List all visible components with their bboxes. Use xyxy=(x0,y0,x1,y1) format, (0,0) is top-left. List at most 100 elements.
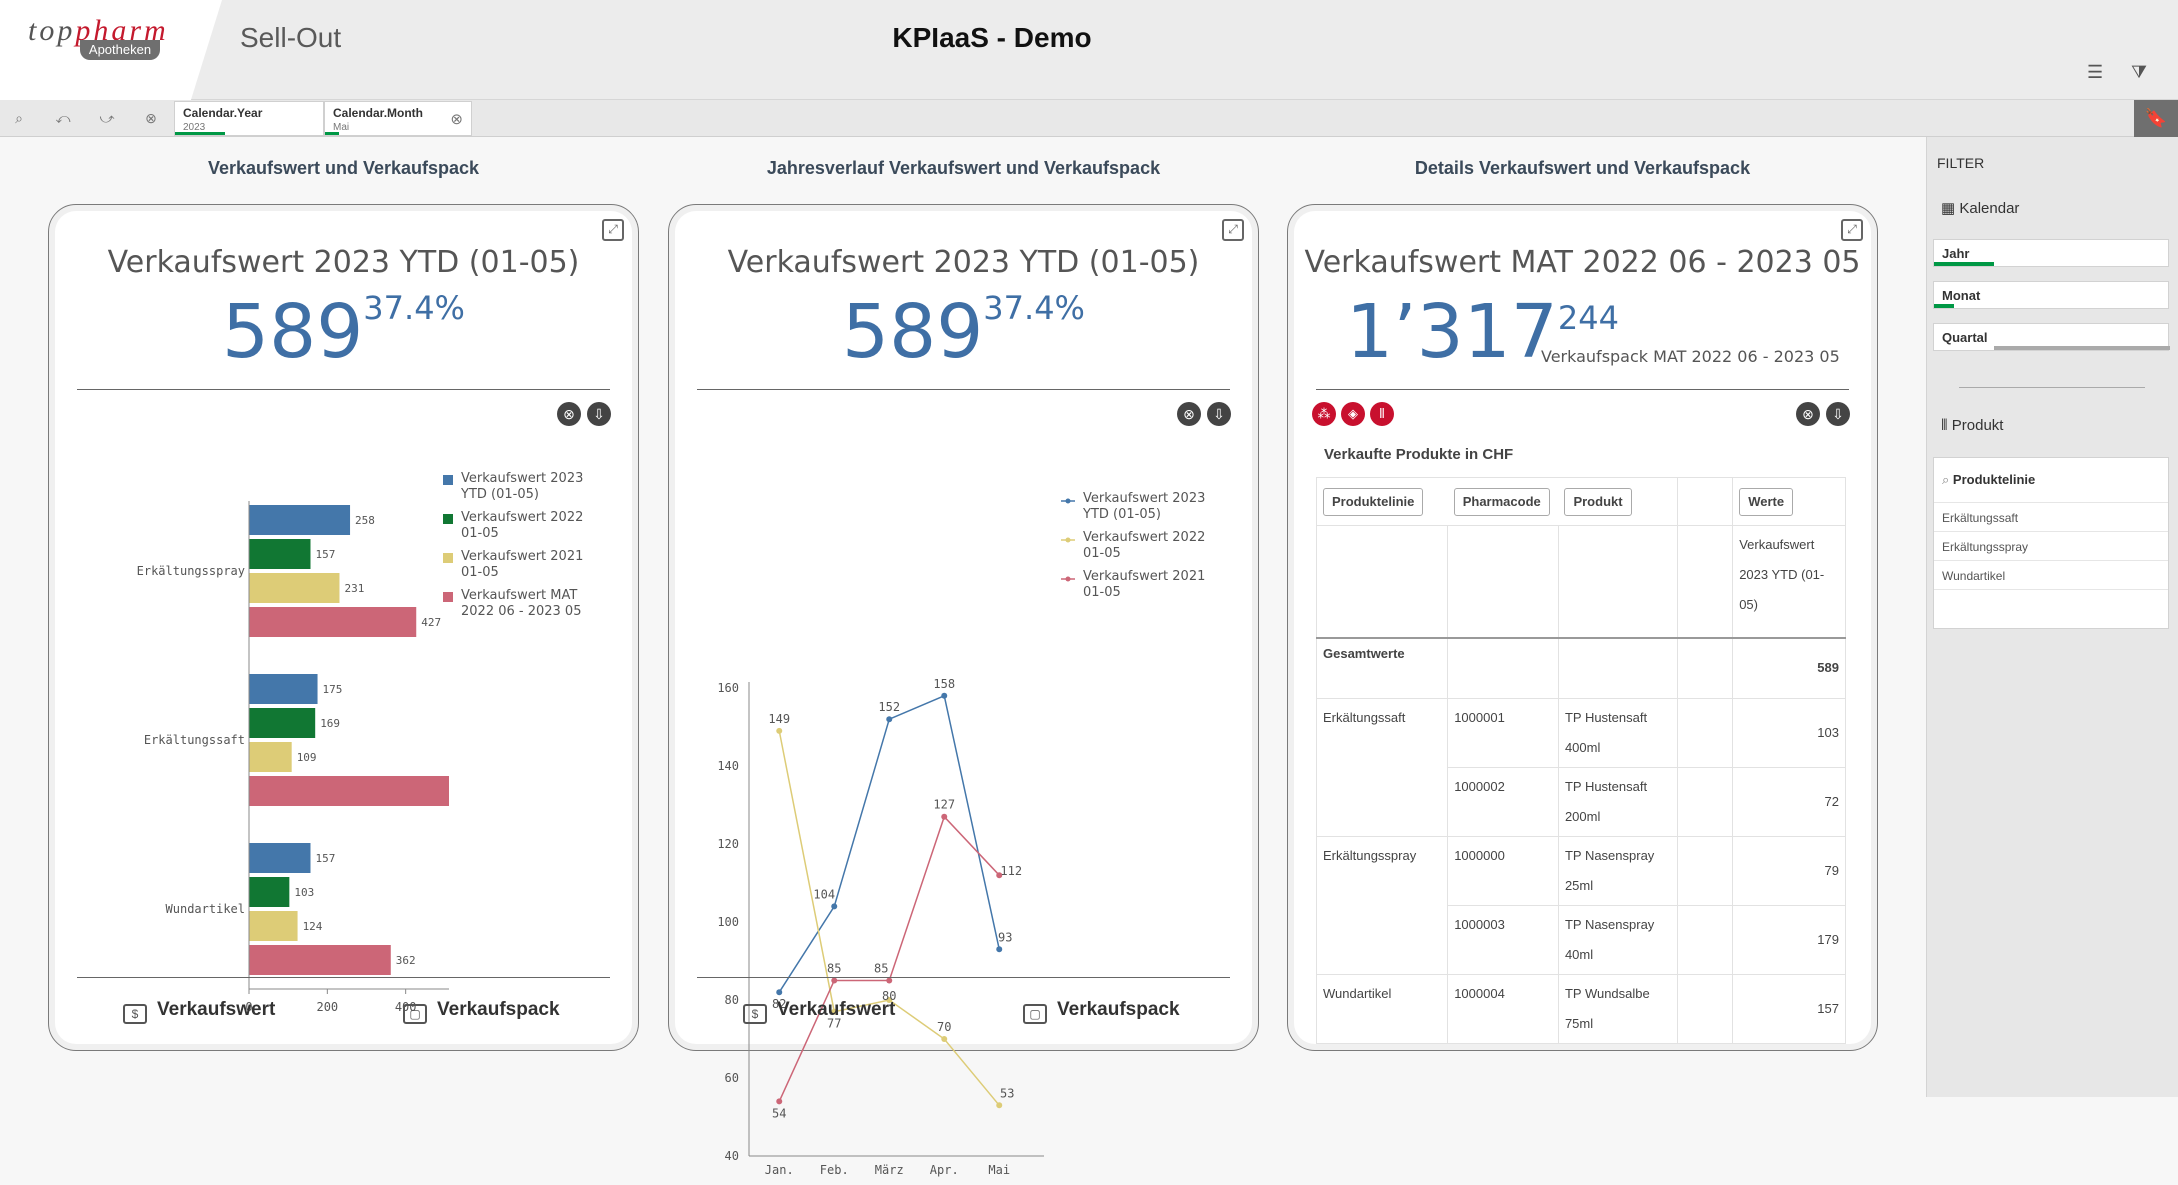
tab-verkaufswert[interactable]: $ Verkaufswert xyxy=(123,999,275,1024)
divider xyxy=(697,389,1230,390)
menu-icon[interactable]: ☰ xyxy=(2087,62,2104,82)
divider xyxy=(1316,389,1849,390)
hierarchy-icon[interactable]: ⁂ xyxy=(1312,402,1336,426)
listbox-produktelinie[interactable]: ⌕ Produktelinie Erkältungssaft Erkältung… xyxy=(1933,457,2169,629)
expand-icon[interactable]: ⤢ xyxy=(602,219,624,241)
export-icon[interactable]: ⇩ xyxy=(1207,402,1231,426)
filter-sidebar: FILTER ▦ Kalendar Jahr Monat Quartal ⦀ P… xyxy=(1926,137,2178,1097)
data-point xyxy=(996,872,1003,879)
bar-data-label: 157 xyxy=(315,548,335,561)
bar xyxy=(249,674,318,704)
table-row[interactable]: Erkältungsspray 1000000 TP Nasenspray 25… xyxy=(1315,836,1846,975)
data-point xyxy=(831,903,838,910)
bar xyxy=(249,708,316,738)
data-point xyxy=(831,1008,838,1015)
app-title: Sell-Out xyxy=(240,22,342,53)
step-back-icon[interactable]: ⤺ xyxy=(55,110,71,126)
data-point xyxy=(941,692,948,699)
line-chart[interactable]: 40 60 80 100 120 140 160 Jan. Feb. März Apr. Mai 82 1… xyxy=(689,445,1069,1185)
card-details: ⤢ Verkaufswert MAT 2022 06 - 2023 05 1’3… xyxy=(1287,204,1878,1051)
legend-label: Verkaufswert MAT 2022 06 - 2023 05 xyxy=(461,588,582,619)
search-icon[interactable]: ⌕ xyxy=(1942,472,1950,487)
bookmark-icon[interactable]: 🔖 xyxy=(2134,100,2178,137)
filter-icon[interactable]: ⧩ xyxy=(2131,62,2148,82)
kpi-value-row: 58937.4% xyxy=(49,289,638,375)
bar xyxy=(249,505,351,535)
legend-item[interactable]: Verkaufswert 2022 01-05 xyxy=(443,510,603,542)
legend-item[interactable]: Verkaufswert MAT 2022 06 - 2023 05 xyxy=(443,588,603,620)
data-point xyxy=(996,1102,1003,1109)
tab-verkaufspack[interactable]: ▢ Verkaufspack xyxy=(403,999,560,1024)
bar-chart[interactable]: 258157231427Erkältungsspray175169109528E… xyxy=(89,445,449,1185)
clear-selection-icon[interactable]: ⊗ xyxy=(450,111,463,128)
table-row[interactable]: Wundartikel 1000004 TP Wundsalbe 75ml 15… xyxy=(1315,974,1846,1044)
clear-selections-icon[interactable]: ⊗ xyxy=(1796,402,1820,426)
list-item[interactable]: Erkältungsspray xyxy=(1934,531,2168,560)
clear-all-icon[interactable]: ⊗ xyxy=(145,110,157,126)
legend-item[interactable]: Verkaufswert 2021 01-05 xyxy=(443,549,603,581)
table-row[interactable]: 1000003 TP Nasenspray 40ml 179 xyxy=(1317,905,1846,975)
group-produkt[interactable]: ⦀ Produkt xyxy=(1941,417,2004,434)
legend-label: Verkaufswert 2023 YTD (01-05) xyxy=(1083,491,1206,522)
smart-search-icon[interactable]: ⌕ xyxy=(15,110,23,126)
y-tick-label: 100 xyxy=(717,915,739,929)
list-item[interactable]: Wundartikel xyxy=(1934,560,2168,589)
data-point xyxy=(776,727,783,734)
data-label: 82 xyxy=(772,997,786,1011)
bar-data-label: 427 xyxy=(421,616,441,629)
legend-item[interactable]: Verkaufswert 2023 YTD (01-05) xyxy=(443,471,603,503)
category-label: Erkältungssaft xyxy=(144,733,245,747)
header-produktelinie[interactable]: Produktelinie xyxy=(1323,487,1424,516)
group-kalendar[interactable]: ▦ Kalendar xyxy=(1941,200,2020,217)
tab-verkaufspack[interactable]: ▢ Verkaufspack xyxy=(1023,999,1180,1024)
section-title-middle: Jahresverlauf Verkaufswert und Verkaufsp… xyxy=(766,158,1161,178)
tab-verkaufswert[interactable]: $ Verkaufswert xyxy=(743,999,895,1024)
cube-icon[interactable]: ◈ xyxy=(1341,402,1365,426)
step-forward-icon[interactable]: ⤻ xyxy=(99,110,115,126)
header-pharmacode[interactable]: Pharmacode xyxy=(1453,487,1550,516)
toppharm-logo[interactable]: toppharm Apotheken xyxy=(0,0,222,100)
filter-quartal[interactable]: Quartal xyxy=(1933,323,2170,351)
table-row[interactable]: 1000002 TP Hustensaft 200ml 72 xyxy=(1317,767,1846,837)
data-point xyxy=(941,1036,948,1042)
barcode-icon[interactable]: ⦀ xyxy=(1370,402,1394,426)
filter-jahr[interactable]: Jahr xyxy=(1933,239,2169,267)
data-label: 80 xyxy=(882,989,896,1003)
legend-item[interactable]: Verkaufswert 2021 01-05 xyxy=(1061,569,1225,601)
data-label: 77 xyxy=(827,1017,841,1031)
legend-swatch xyxy=(443,475,453,485)
export-icon[interactable]: ⇩ xyxy=(1826,402,1850,426)
expand-icon[interactable]: ⤢ xyxy=(1222,219,1244,241)
clear-selections-icon[interactable]: ⊗ xyxy=(1177,402,1201,426)
section-title-left: Verkaufswert und Verkaufspack xyxy=(207,158,480,178)
bar xyxy=(249,776,449,806)
bar xyxy=(249,607,417,637)
selection-progress xyxy=(325,132,339,135)
header-werte[interactable]: Werte xyxy=(1739,487,1794,516)
expand-icon[interactable]: ⤢ xyxy=(1841,219,1863,241)
legend-label: Verkaufswert 2022 01-05 xyxy=(1083,530,1206,561)
series-line xyxy=(778,815,1000,1102)
bar-data-label: 157 xyxy=(315,852,335,865)
export-icon[interactable]: ⇩ xyxy=(587,402,611,426)
x-tick-label: Jan. xyxy=(765,1163,794,1177)
category-label: Erkältungsspray xyxy=(137,564,245,578)
legend-item[interactable]: Verkaufswert 2023 YTD (01-05) xyxy=(1061,491,1225,523)
selection-chip-year[interactable]: Calendar.Year 2023 xyxy=(174,101,324,136)
header-produkt[interactable]: Produkt xyxy=(1564,487,1632,516)
kpi-percent: 37.4% xyxy=(983,289,1085,327)
list-item[interactable]: Erkältungssaft xyxy=(1934,502,2168,531)
filter-monat[interactable]: Monat xyxy=(1933,281,2169,309)
kpi-value: 589 xyxy=(842,289,984,375)
selection-chip-month[interactable]: Calendar.Month Mai ⊗ xyxy=(324,101,472,136)
data-label: 53 xyxy=(1000,1086,1014,1100)
legend-item[interactable]: Verkaufswert 2022 01-05 xyxy=(1061,530,1225,562)
table-row[interactable]: Erkältungssaft 1000001 TP Hustensaft 400… xyxy=(1315,698,1846,837)
kpi-value: 1’317 xyxy=(1346,289,1558,375)
banknote-icon: $ xyxy=(123,1004,147,1024)
clear-selections-icon[interactable]: ⊗ xyxy=(557,402,581,426)
legend-label: Verkaufswert 2021 01-05 xyxy=(1083,569,1206,600)
bar-data-label: 109 xyxy=(297,751,317,764)
kpi-value: 589 xyxy=(222,289,364,375)
bar-data-label: 175 xyxy=(323,683,343,696)
